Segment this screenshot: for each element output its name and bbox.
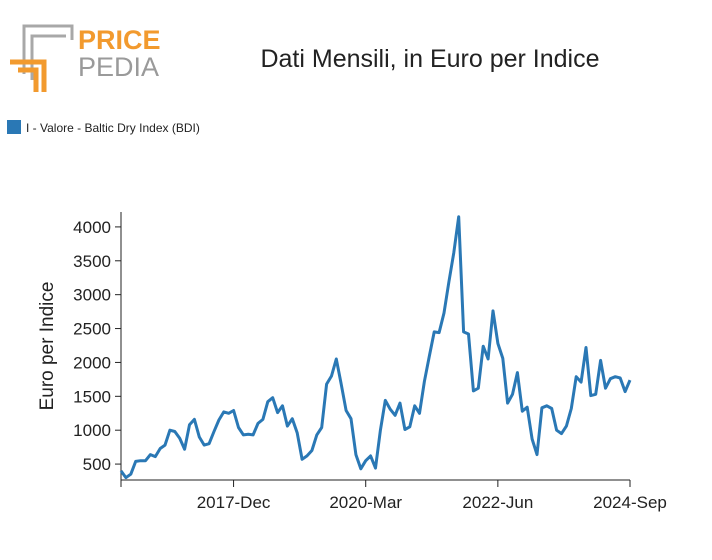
- logo-text: PRICE: [78, 25, 161, 55]
- logo-text: PEDIA: [78, 52, 159, 82]
- y-tick-label: 3000: [73, 286, 111, 305]
- x-tick-label: 2022-Jun: [462, 493, 533, 512]
- line: [119, 215, 632, 480]
- y-axis-label: Euro per Indice: [37, 282, 58, 411]
- y-tick-label: 2000: [73, 353, 111, 372]
- y-tick-label: 1000: [73, 421, 111, 440]
- chart-title: Dati Mensili, in Euro per Indice: [260, 45, 599, 73]
- legend-label: I - Valore - Baltic Dry Index (BDI): [26, 121, 200, 135]
- y-tick-label: 500: [83, 455, 111, 474]
- y-tick-label: 1500: [73, 387, 111, 406]
- x-tick-label: 2024-Sep: [593, 493, 667, 512]
- x-tick-label: 2017-Dec: [197, 493, 271, 512]
- y-tick-label: 2500: [73, 320, 111, 339]
- y-tick-label: 4000: [73, 218, 111, 237]
- legend-swatch: [7, 120, 21, 134]
- x-tick-label: 2020-Mar: [329, 493, 402, 512]
- logo: PRICE PEDIA: [10, 24, 161, 92]
- y-tick-label: 3500: [73, 252, 111, 271]
